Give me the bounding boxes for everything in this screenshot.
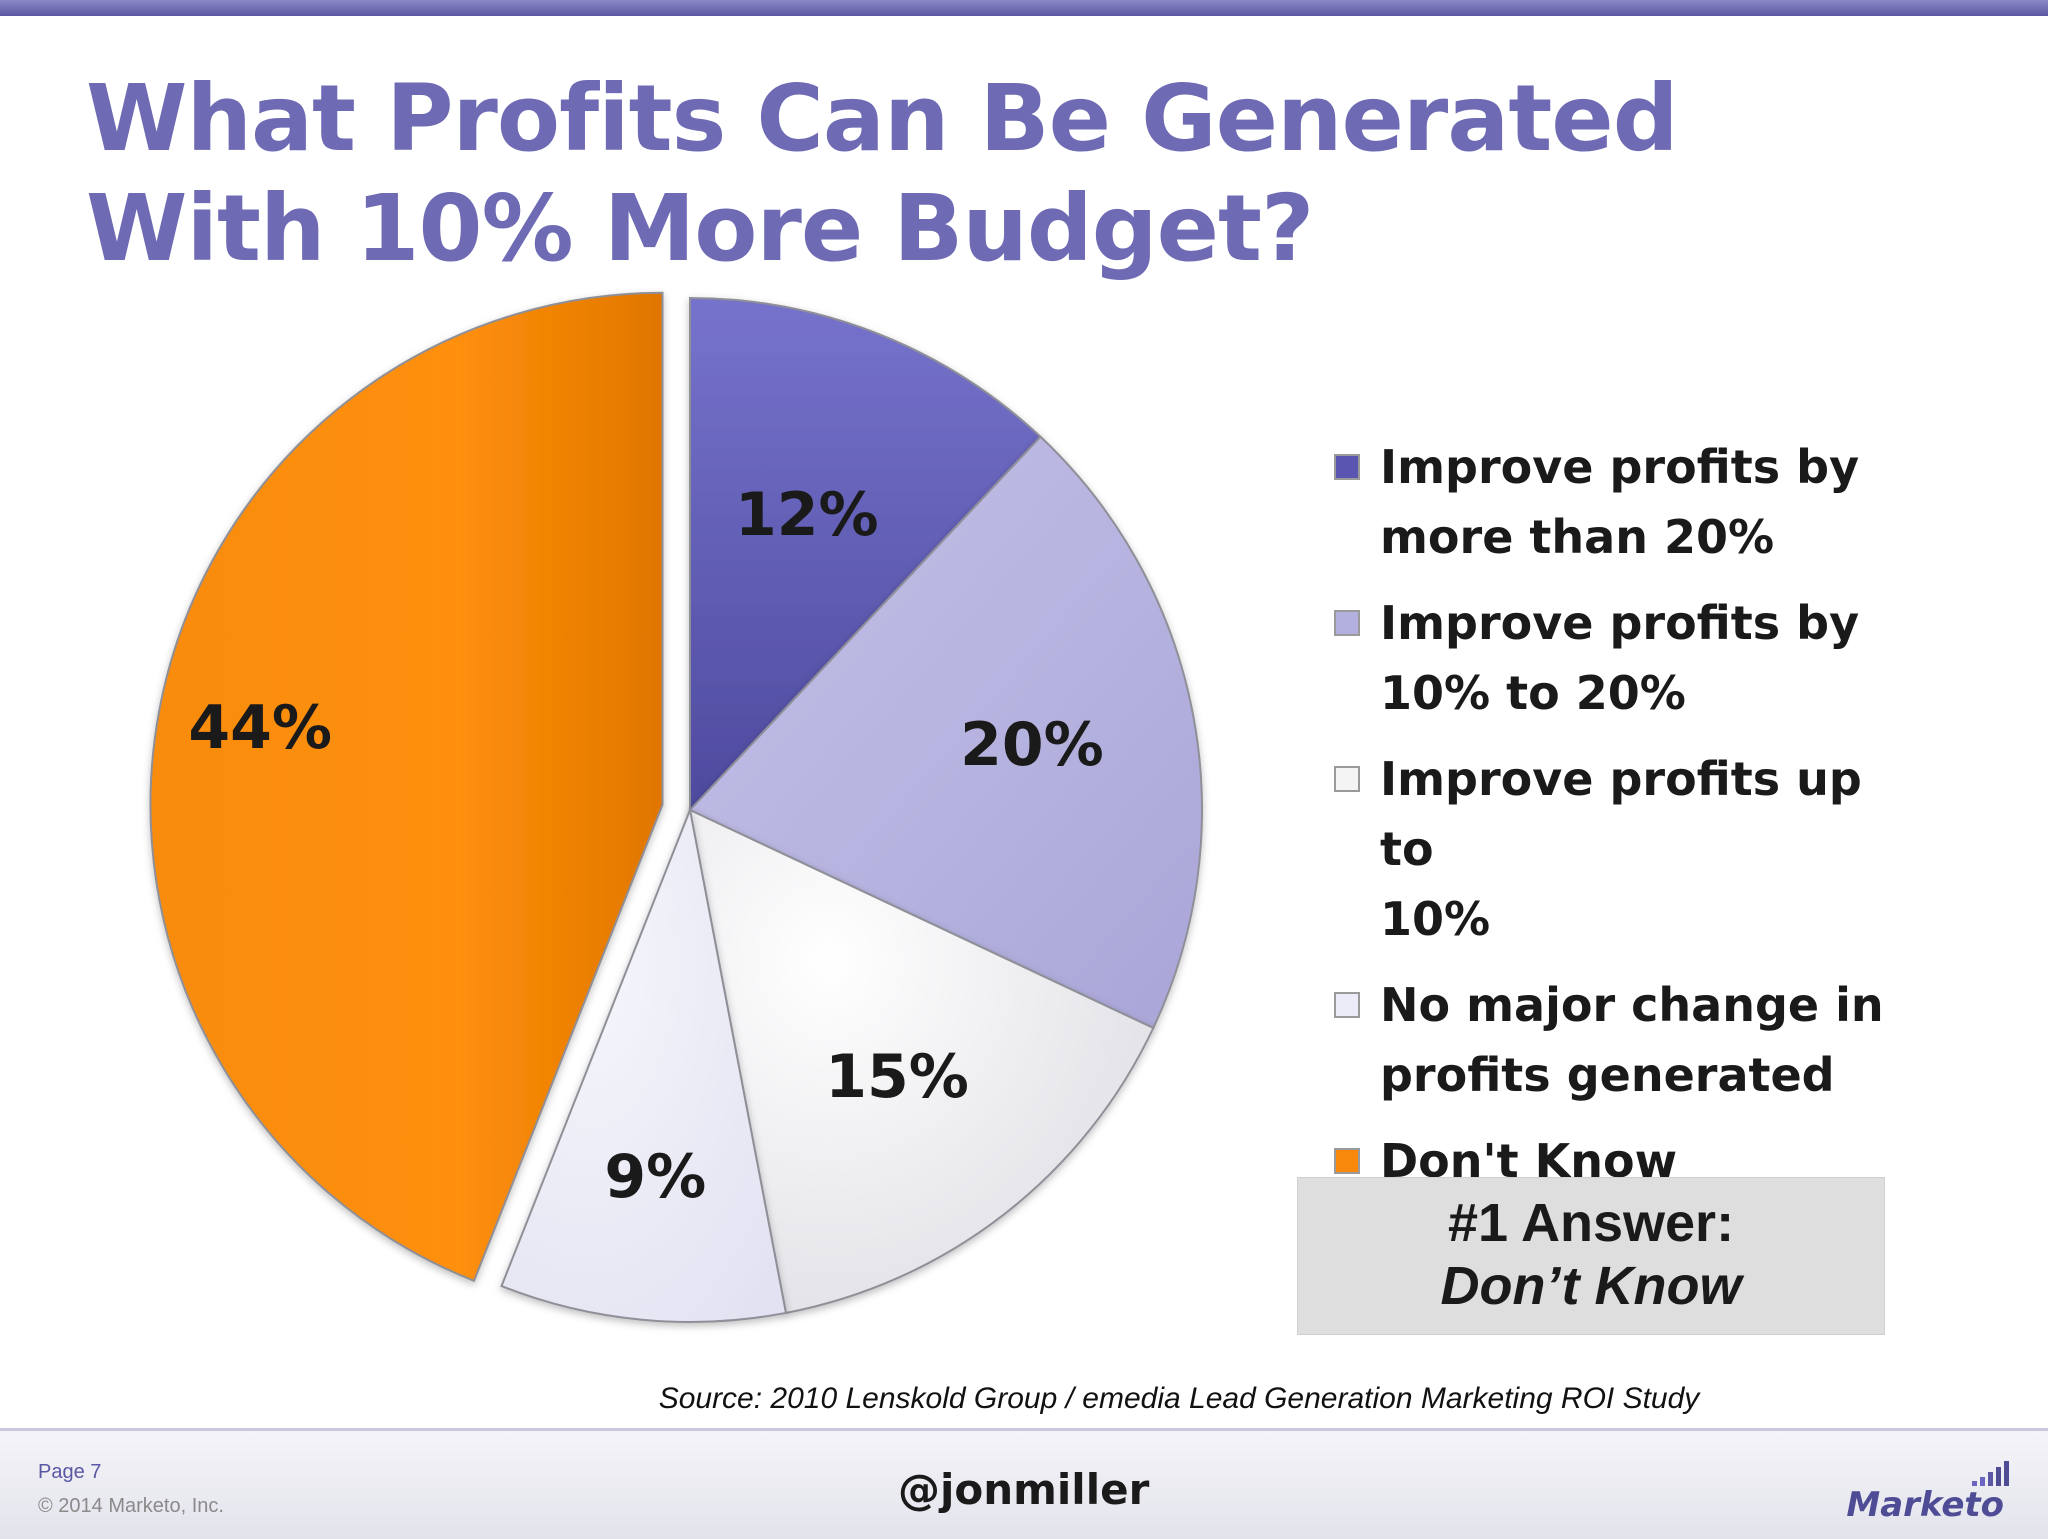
twitter-handle: @jonmiller	[898, 1465, 1150, 1514]
legend-swatch	[1334, 454, 1360, 480]
copyright: © 2014 Marketo, Inc.	[38, 1495, 224, 1517]
legend-item-no-change: No major change in profits generated	[1330, 970, 1930, 1110]
slice-no-change	[500, 806, 788, 1323]
chart-legend: Improve profits by more than 20% Improve…	[1330, 432, 1930, 1212]
legend-item-up-to-10: Improve profits up to 10%	[1330, 744, 1930, 954]
answer-value: Don’t Know	[1440, 1256, 1742, 1316]
logo-bars-icon	[1972, 1461, 2009, 1486]
legend-label-line1: Improve profits by	[1380, 440, 1860, 494]
marketo-logo: Marketo	[1846, 1461, 2010, 1531]
legend-label-line2: more than 20%	[1380, 510, 1775, 564]
legend-swatch	[1334, 992, 1360, 1018]
legend-label-line1: Improve profits by	[1380, 596, 1860, 650]
slice-more-than-20	[689, 296, 1042, 813]
answer-heading: #1 Answer:	[1447, 1193, 1735, 1253]
top-bar	[0, 0, 2048, 16]
slice-value-label: 12%	[735, 480, 879, 550]
legend-label-line2: profits generated	[1380, 1048, 1835, 1102]
page-number: Page 7	[38, 1461, 102, 1483]
legend-label-line1: No major change in	[1380, 978, 1884, 1032]
answer-callout-box: #1 Answer: Don’t Know	[1297, 1177, 1885, 1335]
slice-up-to-10	[688, 808, 1155, 1315]
legend-label-line1: Improve profits up to	[1380, 752, 1862, 876]
slice-value-label: 9%	[604, 1142, 706, 1212]
source-citation: Source: 2010 Lenskold Group / emedia Lea…	[658, 1382, 1700, 1415]
slice-dont-know	[149, 291, 664, 1283]
slide-title: What Profits Can Be Generated With 10% M…	[86, 65, 1679, 282]
legend-swatch	[1334, 1148, 1360, 1174]
legend-label-line2: 10% to 20%	[1380, 666, 1686, 720]
legend-swatch	[1334, 766, 1360, 792]
logo-wordmark: Marketo	[1846, 1485, 2004, 1525]
slice-value-label: 44%	[188, 693, 332, 763]
slice-10-to-20	[688, 435, 1203, 1030]
pie-chart: 12% 20% 15% 9% 44%	[149, 291, 1203, 1323]
footer: Page 7 © 2014 Marketo, Inc. @jonmiller M…	[0, 1428, 2048, 1539]
slice-value-label: 15%	[825, 1042, 969, 1112]
legend-swatch	[1334, 610, 1360, 636]
legend-item-10-to-20: Improve profits by 10% to 20%	[1330, 588, 1930, 728]
legend-label-line2: 10%	[1380, 892, 1491, 946]
slice-value-label: 20%	[960, 710, 1104, 780]
legend-item-more-than-20: Improve profits by more than 20%	[1330, 432, 1930, 572]
